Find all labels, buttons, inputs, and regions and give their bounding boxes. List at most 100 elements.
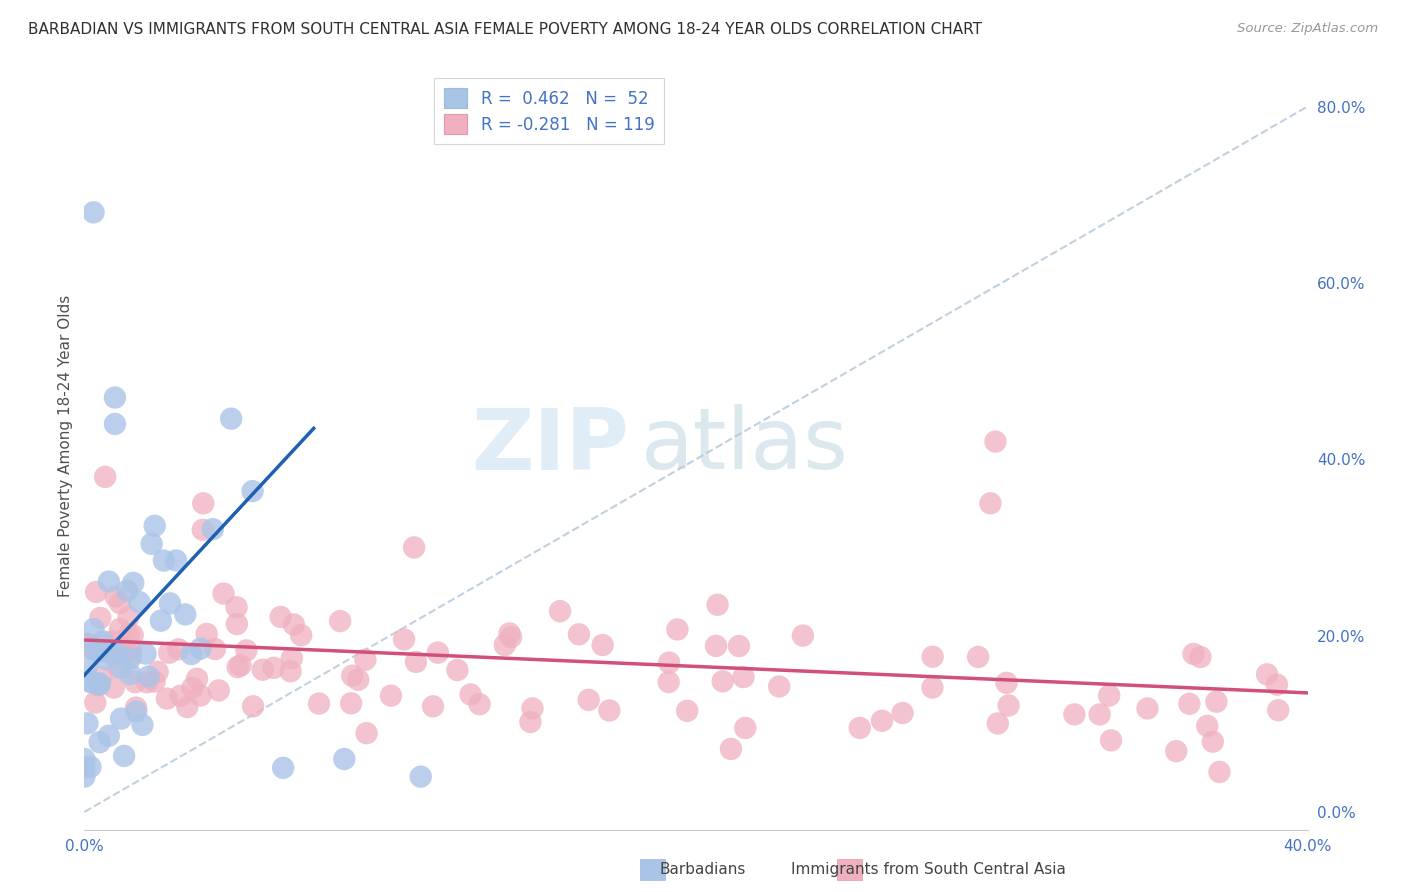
Point — [592, 638, 614, 652]
Point — [120, 651, 142, 665]
Point — [235, 643, 257, 657]
Point — [720, 742, 742, 756]
Point — [225, 600, 247, 615]
Point — [107, 647, 129, 661]
Point — [987, 716, 1010, 731]
Point — [676, 704, 699, 718]
Point — [108, 622, 131, 636]
Point — [84, 585, 107, 599]
Point — [83, 622, 105, 636]
Point — [131, 718, 153, 732]
Point — [110, 712, 132, 726]
Point — [141, 537, 163, 551]
Point — [280, 665, 302, 679]
Point — [76, 658, 98, 673]
Point — [75, 636, 97, 650]
Point — [1178, 697, 1201, 711]
Point — [997, 698, 1019, 713]
Point — [125, 705, 148, 719]
Point — [190, 641, 212, 656]
Point — [79, 674, 101, 689]
Point — [392, 632, 415, 647]
Point — [124, 675, 146, 690]
Point — [404, 541, 426, 555]
Point — [181, 681, 204, 695]
Point — [1208, 764, 1230, 779]
Point — [706, 598, 728, 612]
Point — [157, 646, 180, 660]
Point — [270, 610, 292, 624]
Point — [112, 748, 135, 763]
Point — [128, 595, 150, 609]
Point — [104, 590, 127, 604]
Point — [97, 574, 120, 589]
Point — [108, 596, 131, 610]
Point — [967, 649, 990, 664]
Point — [86, 643, 108, 657]
Point — [104, 417, 127, 431]
Point — [658, 656, 681, 670]
Point — [219, 411, 242, 425]
Point — [290, 628, 312, 642]
Point — [658, 675, 681, 690]
Point — [995, 675, 1018, 690]
Point — [89, 735, 111, 749]
Point — [422, 699, 444, 714]
Point — [426, 646, 449, 660]
Point — [165, 553, 187, 567]
Point — [204, 642, 226, 657]
Point — [409, 770, 432, 784]
Point — [94, 645, 117, 659]
Point — [984, 434, 1007, 449]
Point — [1166, 744, 1188, 758]
Point — [768, 680, 790, 694]
Point — [79, 760, 101, 774]
Point — [125, 700, 148, 714]
Point — [342, 669, 364, 683]
Point — [891, 706, 914, 720]
Point — [1256, 667, 1278, 681]
Point — [1265, 678, 1288, 692]
Point — [73, 770, 96, 784]
Text: ZIP: ZIP — [471, 404, 628, 488]
Point — [97, 729, 120, 743]
Point — [89, 611, 111, 625]
Point — [120, 667, 142, 681]
Point — [921, 681, 943, 695]
Point — [460, 688, 482, 702]
Point — [1063, 707, 1085, 722]
Point — [226, 660, 249, 674]
Point — [522, 701, 544, 715]
Text: BARBADIAN VS IMMIGRANTS FROM SOUTH CENTRAL ASIA FEMALE POVERTY AMONG 18-24 YEAR : BARBADIAN VS IMMIGRANTS FROM SOUTH CENTR… — [28, 22, 983, 37]
Point — [86, 676, 108, 690]
Point — [138, 669, 160, 683]
Point — [263, 661, 285, 675]
Point — [356, 726, 378, 740]
Point — [121, 628, 143, 642]
Point — [146, 665, 169, 679]
Point — [156, 691, 179, 706]
Point — [212, 586, 235, 600]
Point — [229, 658, 252, 673]
Point — [252, 663, 274, 677]
Point — [180, 647, 202, 661]
Point — [494, 638, 516, 652]
Point — [122, 575, 145, 590]
Point — [143, 518, 166, 533]
Point — [711, 674, 734, 689]
Point — [107, 659, 129, 673]
Point — [380, 689, 402, 703]
Point — [91, 634, 114, 648]
Point — [728, 639, 751, 653]
Point — [848, 721, 870, 735]
Point — [498, 626, 520, 640]
Point — [208, 683, 231, 698]
Point — [103, 681, 125, 695]
Point — [468, 697, 491, 711]
Point — [501, 630, 523, 644]
Point — [87, 678, 110, 692]
Point — [1099, 733, 1122, 747]
Point — [89, 677, 111, 691]
Point — [149, 614, 172, 628]
Point — [176, 700, 198, 714]
